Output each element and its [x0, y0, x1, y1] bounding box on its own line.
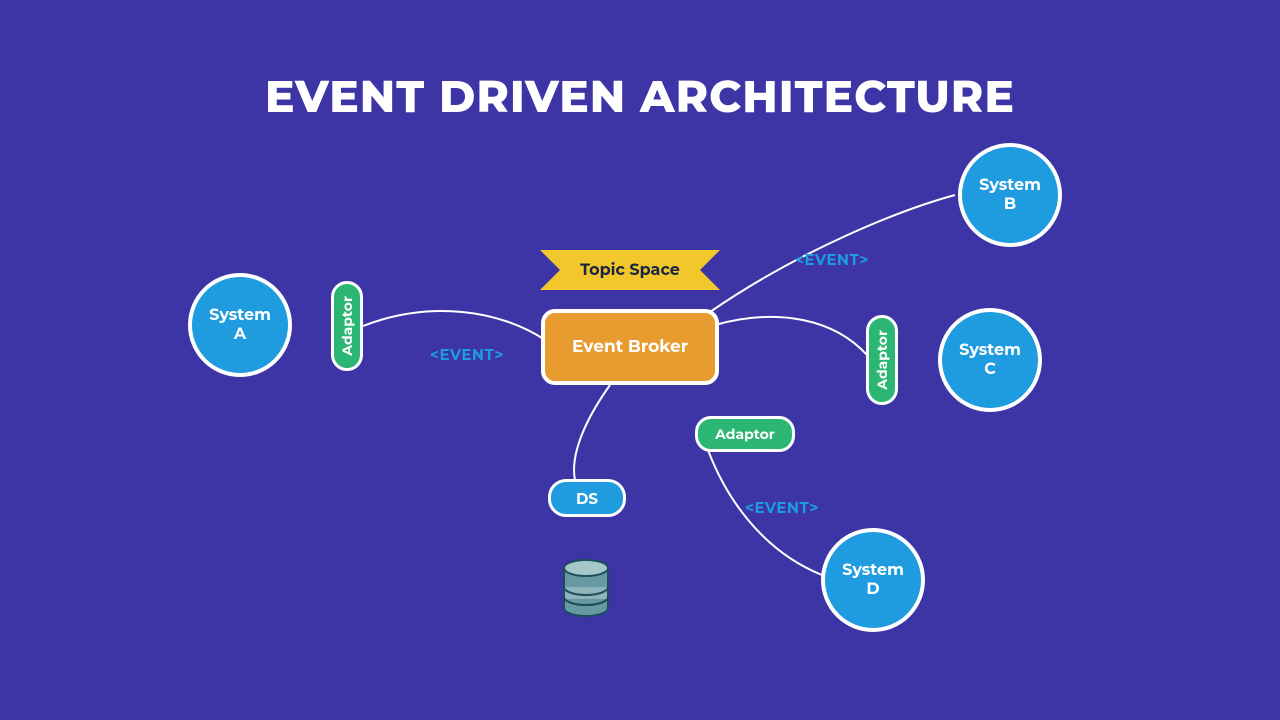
edge-broker-c: [715, 317, 867, 355]
event-label-3: <EVENT>: [745, 498, 819, 517]
system-c-label-top: System: [959, 341, 1021, 360]
ds-node: DS: [548, 479, 626, 517]
system-b: System B: [958, 143, 1062, 247]
event-label-2: <EVENT>: [795, 250, 869, 269]
system-a-label-top: System: [209, 306, 271, 325]
adaptor-d: Adaptor: [695, 416, 795, 452]
system-d: System D: [821, 528, 925, 632]
system-b-label-top: System: [979, 176, 1041, 195]
edge-broker-ds: [574, 385, 610, 480]
ds-label: DS: [576, 489, 598, 508]
adaptor-d-label: Adaptor: [715, 425, 775, 443]
system-c-label-bottom: C: [984, 360, 996, 379]
event-label-1: <EVENT>: [430, 345, 504, 364]
adaptor-c-label: Adaptor: [873, 330, 891, 390]
system-d-label-top: System: [842, 561, 904, 580]
event-broker: Event Broker: [541, 309, 719, 385]
system-a-label-bottom: A: [234, 325, 246, 344]
database-icon: [561, 559, 611, 622]
topic-space-banner: Topic Space: [540, 250, 720, 290]
system-d-label-bottom: D: [866, 580, 879, 599]
adaptor-a-label: Adaptor: [338, 296, 356, 356]
event-broker-label: Event Broker: [572, 337, 688, 357]
system-b-label-bottom: B: [1004, 195, 1016, 214]
topic-space-label: Topic Space: [580, 261, 680, 280]
adaptor-c: Adaptor: [866, 315, 898, 405]
page-title: EVENT DRIVEN ARCHITECTURE: [0, 70, 1280, 124]
edge-a-broker: [363, 311, 545, 340]
adaptor-a: Adaptor: [331, 281, 363, 371]
system-c: System C: [938, 308, 1042, 412]
system-a: System A: [188, 273, 292, 377]
